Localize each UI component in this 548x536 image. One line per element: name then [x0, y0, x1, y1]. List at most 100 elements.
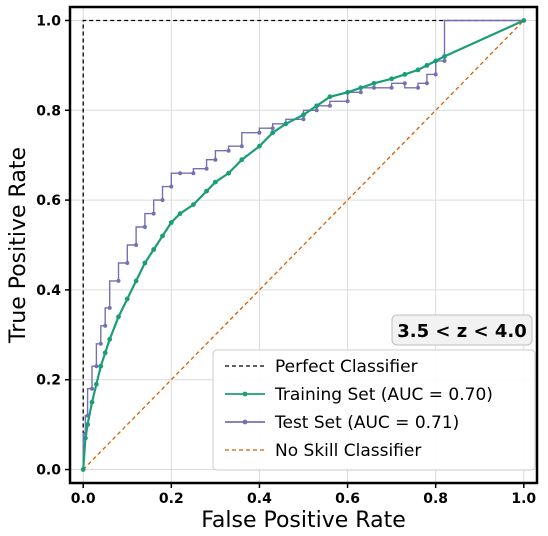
- data-point-test-set: [424, 81, 429, 86]
- data-point-test-set: [416, 85, 420, 90]
- data-point-test-set: [191, 171, 196, 176]
- annotation-background: [391, 314, 533, 346]
- data-point-training-set: [270, 130, 276, 136]
- data-point-training-set: [107, 336, 113, 342]
- data-point-test-set: [116, 278, 121, 283]
- y-axis-label: True Positive Rate: [6, 147, 31, 344]
- data-point-training-set: [142, 260, 148, 266]
- data-point-test-set: [327, 103, 332, 108]
- x-tick-label: 0.8: [423, 491, 448, 507]
- legend-label-no-skill-classifier: No Skill Classifier: [275, 441, 421, 461]
- data-point-test-set: [372, 85, 376, 90]
- data-point-training-set: [191, 202, 196, 208]
- data-point-test-set: [345, 99, 350, 104]
- data-point-test-set: [301, 117, 306, 122]
- data-point-training-set: [94, 381, 99, 387]
- y-tick-label: 0.8: [36, 103, 61, 119]
- y-tick-label: 0.2: [36, 373, 61, 389]
- legend-marker-training-set: [242, 391, 248, 397]
- data-point-training-set: [358, 85, 364, 91]
- data-point-training-set: [177, 211, 183, 217]
- data-point-training-set: [239, 157, 245, 163]
- plot-frame: [68, 5, 539, 485]
- x-tick-label: 1.0: [511, 491, 536, 507]
- data-point-test-set: [204, 166, 209, 171]
- legend-label-training-set: Training Set (AUC = 0.70): [274, 385, 493, 405]
- data-point-training-set: [98, 363, 104, 369]
- data-point-test-set: [213, 157, 218, 162]
- data-point-training-set: [402, 72, 408, 77]
- data-point-test-set: [103, 323, 108, 328]
- series-perfect-classifier: [82, 19, 524, 470]
- data-point-training-set: [160, 233, 165, 239]
- legend: Perfect Classifier Training Set (AUC = 0.…: [212, 349, 536, 471]
- data-point-training-set: [168, 220, 174, 225]
- data-point-training-set: [133, 278, 139, 284]
- data-point-test-set: [270, 126, 275, 131]
- data-point-training-set: [257, 143, 262, 149]
- data-point-test-set: [160, 198, 165, 203]
- data-point-test-set: [389, 85, 394, 90]
- data-point-training-set: [226, 170, 232, 176]
- data-point-training-set: [433, 58, 439, 64]
- data-point-training-set: [116, 314, 121, 320]
- data-point-test-set: [402, 81, 407, 86]
- data-point-training-set: [89, 399, 95, 405]
- series-layer: [80, 18, 527, 472]
- x-tick-label: 0.2: [159, 491, 184, 507]
- data-point-training-set: [424, 63, 430, 68]
- y-tick-label: 1.0: [36, 13, 61, 29]
- data-point-training-set: [83, 435, 88, 441]
- data-point-training-set: [283, 121, 289, 127]
- data-point-training-set: [80, 467, 86, 472]
- data-point-training-set: [85, 422, 90, 427]
- x-tick-label: 0.4: [247, 491, 272, 507]
- data-point-training-set: [442, 54, 447, 59]
- data-point-test-set: [90, 386, 94, 391]
- x-axis-label: False Positive Rate: [201, 508, 405, 533]
- data-point-test-set: [358, 90, 363, 95]
- data-point-test-set: [257, 130, 262, 135]
- data-point-training-set: [151, 247, 157, 252]
- y-tick-label: 0.6: [36, 193, 61, 209]
- data-point-test-set: [142, 225, 147, 229]
- data-point-test-set: [442, 58, 447, 63]
- data-point-test-set: [169, 184, 174, 189]
- data-point-training-set: [327, 94, 333, 100]
- data-point-training-set: [389, 76, 394, 82]
- data-point-training-set: [213, 179, 218, 185]
- x-tick-label: 0.0: [71, 491, 96, 507]
- data-point-training-set: [301, 112, 306, 118]
- data-point-test-set: [134, 243, 139, 247]
- data-point-training-set: [415, 67, 421, 73]
- data-point-test-set: [151, 211, 156, 216]
- data-point-test-set: [107, 305, 112, 310]
- series-training-set: [80, 18, 527, 472]
- legend-background: [212, 349, 536, 471]
- data-point-test-set: [226, 148, 231, 153]
- x-tick-label: 0.6: [335, 491, 360, 507]
- data-point-test-set: [94, 364, 99, 369]
- legend-label-perfect-classifier: Perfect Classifier: [275, 357, 418, 377]
- legend-marker-test-set: [242, 419, 248, 425]
- data-point-training-set: [371, 80, 377, 86]
- data-point-test-set: [98, 341, 103, 346]
- data-point-test-set: [178, 171, 183, 176]
- ticks: 0.0 0.2 0.4 0.6 0.8 1.0 0.0 0.2 0.4 0.6 0.8 1.0: [36, 13, 536, 507]
- data-point-test-set: [314, 108, 319, 113]
- data-point-training-set: [102, 350, 108, 356]
- data-point-training-set: [124, 296, 130, 302]
- data-point-training-set: [521, 18, 527, 23]
- data-point-test-set: [239, 144, 244, 149]
- data-point-test-set: [125, 261, 130, 265]
- series-line-perfect-classifier: [82, 19, 524, 470]
- data-point-training-set: [314, 103, 320, 109]
- annotation-box: 3.5 < z < 4.0: [391, 314, 533, 346]
- data-point-test-set: [433, 72, 438, 77]
- data-point-training-set: [204, 188, 210, 194]
- y-tick-label: 0.4: [36, 283, 61, 299]
- annotation-text: 3.5 < z < 4.0: [397, 321, 526, 342]
- y-tick-label: 0.0: [36, 463, 61, 479]
- legend-label-test-set: Test Set (AUC = 0.71): [274, 413, 459, 433]
